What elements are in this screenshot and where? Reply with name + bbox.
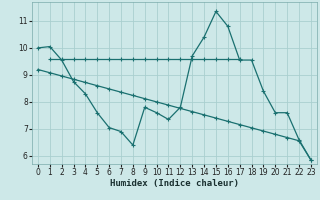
X-axis label: Humidex (Indice chaleur): Humidex (Indice chaleur) bbox=[110, 179, 239, 188]
